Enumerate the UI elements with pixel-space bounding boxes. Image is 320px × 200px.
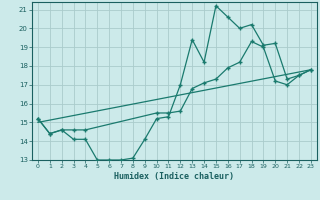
X-axis label: Humidex (Indice chaleur): Humidex (Indice chaleur)	[115, 172, 234, 181]
